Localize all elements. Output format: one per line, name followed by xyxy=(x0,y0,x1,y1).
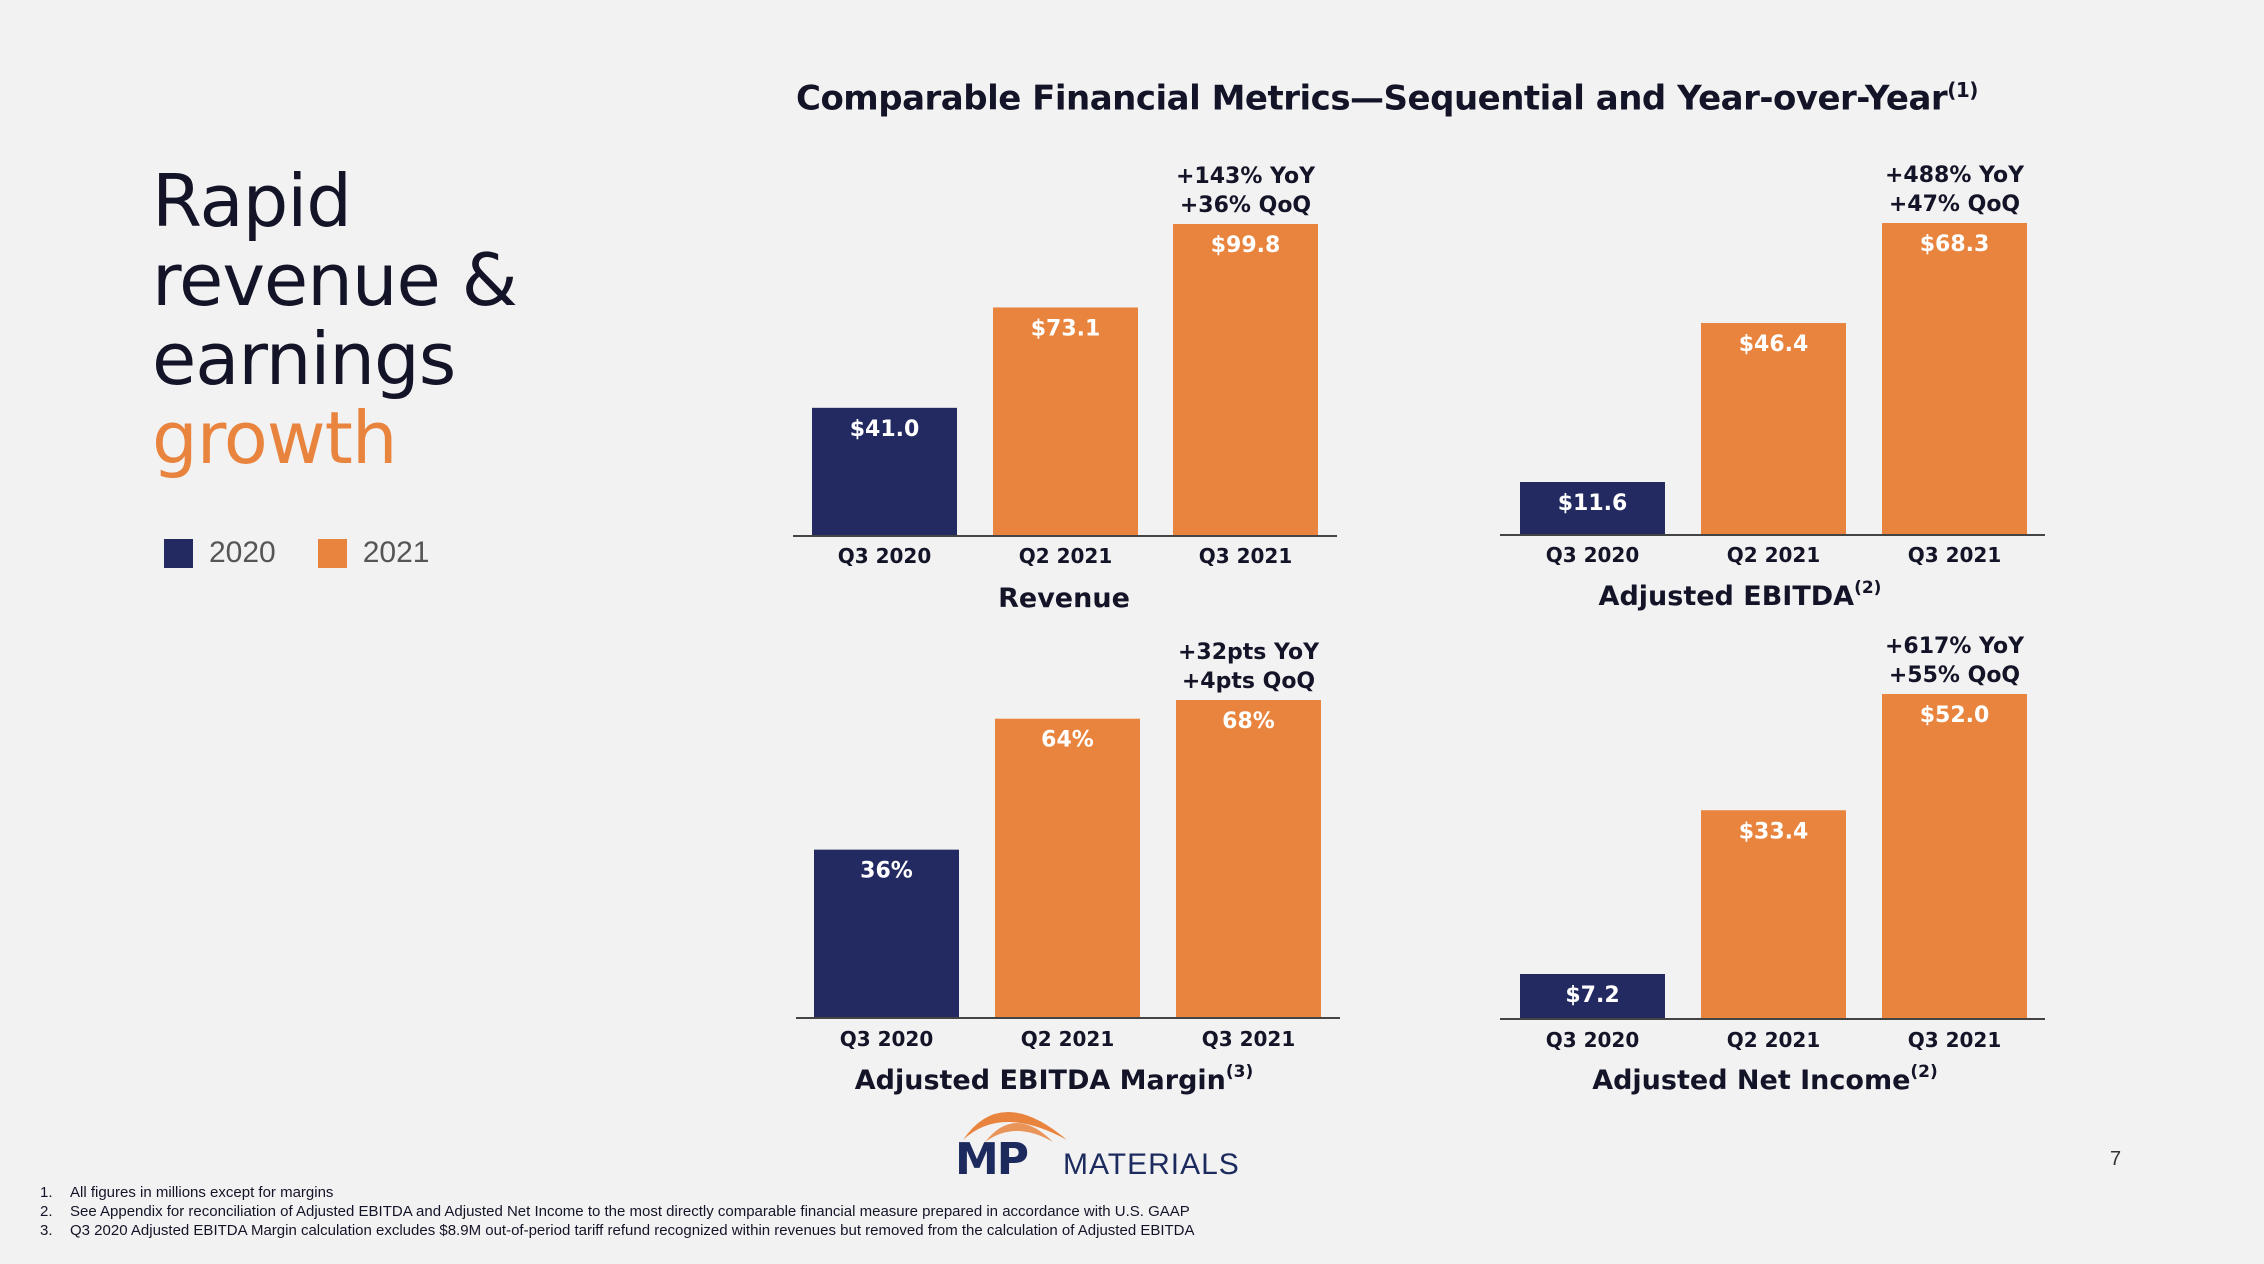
data-label: 68% xyxy=(1222,709,1275,734)
growth-annotation: +488% YoY xyxy=(1885,163,2025,188)
category-label: Q3 2020 xyxy=(838,544,932,568)
company-logo: MP MATERIALS xyxy=(955,1090,1245,1185)
category-label: Q3 2021 xyxy=(1908,1028,2002,1052)
category-label: Q2 2021 xyxy=(1019,544,1113,568)
bar-2 xyxy=(993,307,1138,536)
legend-swatch-2021 xyxy=(317,538,347,568)
chart-title-footnote-ref: (2) xyxy=(1910,1062,1937,1082)
footnotes: 1. All figures in millions except for ma… xyxy=(40,1183,1195,1240)
chart-title: Revenue xyxy=(998,583,1130,614)
footnote-number: 3. xyxy=(40,1222,53,1239)
page-title: Comparable Financial Metrics—Sequential … xyxy=(796,78,1978,118)
chart-title-text: Revenue xyxy=(998,583,1130,614)
chart-title-footnote-ref: (2) xyxy=(1854,578,1881,598)
chart-adjusted-ebitda: $11.6 Q3 2020 $46.4 Q2 2021 $68.3 Q3 2021 +488… xyxy=(1500,163,2045,612)
data-label: $11.6 xyxy=(1558,491,1628,516)
growth-annotation: +32pts YoY xyxy=(1178,640,1320,665)
hero-line-3: earnings xyxy=(152,317,456,401)
chart-title-footnote-ref: (3) xyxy=(1226,1062,1253,1082)
category-label: Q2 2021 xyxy=(1727,1028,1821,1052)
category-label: Q3 2020 xyxy=(1546,1028,1640,1052)
chart-adjusted-net-income: $7.2 Q3 2020 $33.4 Q2 2021 $52.0 Q3 2021 +617%… xyxy=(1500,634,2045,1096)
page-title-text: Comparable Financial Metrics—Sequential … xyxy=(796,78,1948,119)
data-label: $33.4 xyxy=(1739,819,1809,844)
legend-label-2021: 2021 xyxy=(362,536,430,569)
logo-materials-text: MATERIALS xyxy=(1063,1148,1240,1181)
legend-swatch-2020 xyxy=(164,538,193,568)
footnote-number: 1. xyxy=(40,1184,53,1201)
hero-line-2: revenue & xyxy=(152,238,518,322)
data-label: 64% xyxy=(1041,728,1094,753)
footnote-number: 2. xyxy=(40,1203,53,1220)
category-label: Q3 2020 xyxy=(1546,543,1640,567)
data-label: $52.0 xyxy=(1920,703,1990,728)
hero-line-4: growth xyxy=(152,396,398,480)
page-number: 7 xyxy=(2110,1148,2122,1170)
chart-title-text: Adjusted Net Income xyxy=(1592,1065,1910,1096)
footnote-3: 3. Q3 2020 Adjusted EBITDA Margin calcul… xyxy=(40,1221,1195,1240)
category-label: Q3 2020 xyxy=(840,1027,934,1051)
chart-title: Adjusted Net Income(2) xyxy=(1592,1062,1938,1096)
data-label: $99.8 xyxy=(1211,233,1281,258)
bar-2 xyxy=(1701,323,1846,535)
data-label: $41.0 xyxy=(850,417,920,442)
chart-adjusted-ebitda-margin: 36% Q3 2020 64% Q2 2021 68% Q3 2021 +32pts YoY… xyxy=(796,640,1340,1096)
chart-revenue: $41.0 Q3 2020 $73.1 Q2 2021 $99.8 Q3 2021 +143… xyxy=(793,164,1337,614)
legend-item-2020: 2020 xyxy=(164,536,276,570)
growth-annotation: +4pts QoQ xyxy=(1182,669,1315,694)
growth-annotation: +143% YoY xyxy=(1176,164,1316,189)
bar-1 xyxy=(1520,974,1665,1019)
footnote-2: 2. See Appendix for reconciliation of Ad… xyxy=(40,1202,1195,1221)
hero-line-1: Rapid xyxy=(152,159,352,243)
bar-2 xyxy=(1701,810,1846,1019)
legend: 2020 2021 xyxy=(164,536,472,570)
data-label: $7.2 xyxy=(1565,983,1619,1008)
category-label: Q3 2021 xyxy=(1199,544,1293,568)
footnote-text: Q3 2020 Adjusted EBITDA Margin calculati… xyxy=(70,1222,1195,1239)
logo-mp-text: MP xyxy=(955,1134,1029,1185)
growth-annotation: +55% QoQ xyxy=(1889,663,2020,688)
category-label: Q3 2021 xyxy=(1202,1027,1296,1051)
logo-mountain-icon xyxy=(963,1112,1067,1142)
footnote-1: 1. All figures in millions except for ma… xyxy=(40,1183,1195,1202)
bar-1 xyxy=(814,849,959,1018)
data-label: 36% xyxy=(860,859,913,884)
footnote-text: All figures in millions except for margi… xyxy=(70,1184,334,1201)
growth-annotation: +36% QoQ xyxy=(1180,193,1311,218)
bar-2 xyxy=(995,718,1140,1018)
bar-3 xyxy=(1173,224,1318,536)
page-title-footnote-ref: (1) xyxy=(1947,78,1978,102)
chart-title: Adjusted EBITDA(2) xyxy=(1599,578,1882,612)
bar-1 xyxy=(812,407,957,536)
category-label: Q2 2021 xyxy=(1021,1027,1115,1051)
category-label: Q3 2021 xyxy=(1908,543,2002,567)
bar-3 xyxy=(1882,694,2027,1019)
bar-3 xyxy=(1882,223,2027,535)
chart-title-text: Adjusted EBITDA Margin xyxy=(855,1065,1226,1096)
hero-headline: Rapid revenue & earnings growth xyxy=(152,159,518,480)
legend-label-2020: 2020 xyxy=(209,536,276,569)
bar-1 xyxy=(1520,482,1665,535)
chart-title-text: Adjusted EBITDA xyxy=(1599,581,1855,612)
category-label: Q2 2021 xyxy=(1727,543,1821,567)
growth-annotation: +47% QoQ xyxy=(1889,192,2020,217)
bar-3 xyxy=(1176,700,1321,1018)
legend-item-2021: 2021 xyxy=(317,536,430,570)
data-label: $68.3 xyxy=(1920,232,1990,257)
growth-annotation: +617% YoY xyxy=(1885,634,2025,659)
data-label: $46.4 xyxy=(1739,332,1809,357)
chart-title: Adjusted EBITDA Margin(3) xyxy=(855,1062,1254,1096)
footnote-text: See Appendix for reconciliation of Adjus… xyxy=(70,1203,1190,1220)
data-label: $73.1 xyxy=(1031,316,1101,341)
